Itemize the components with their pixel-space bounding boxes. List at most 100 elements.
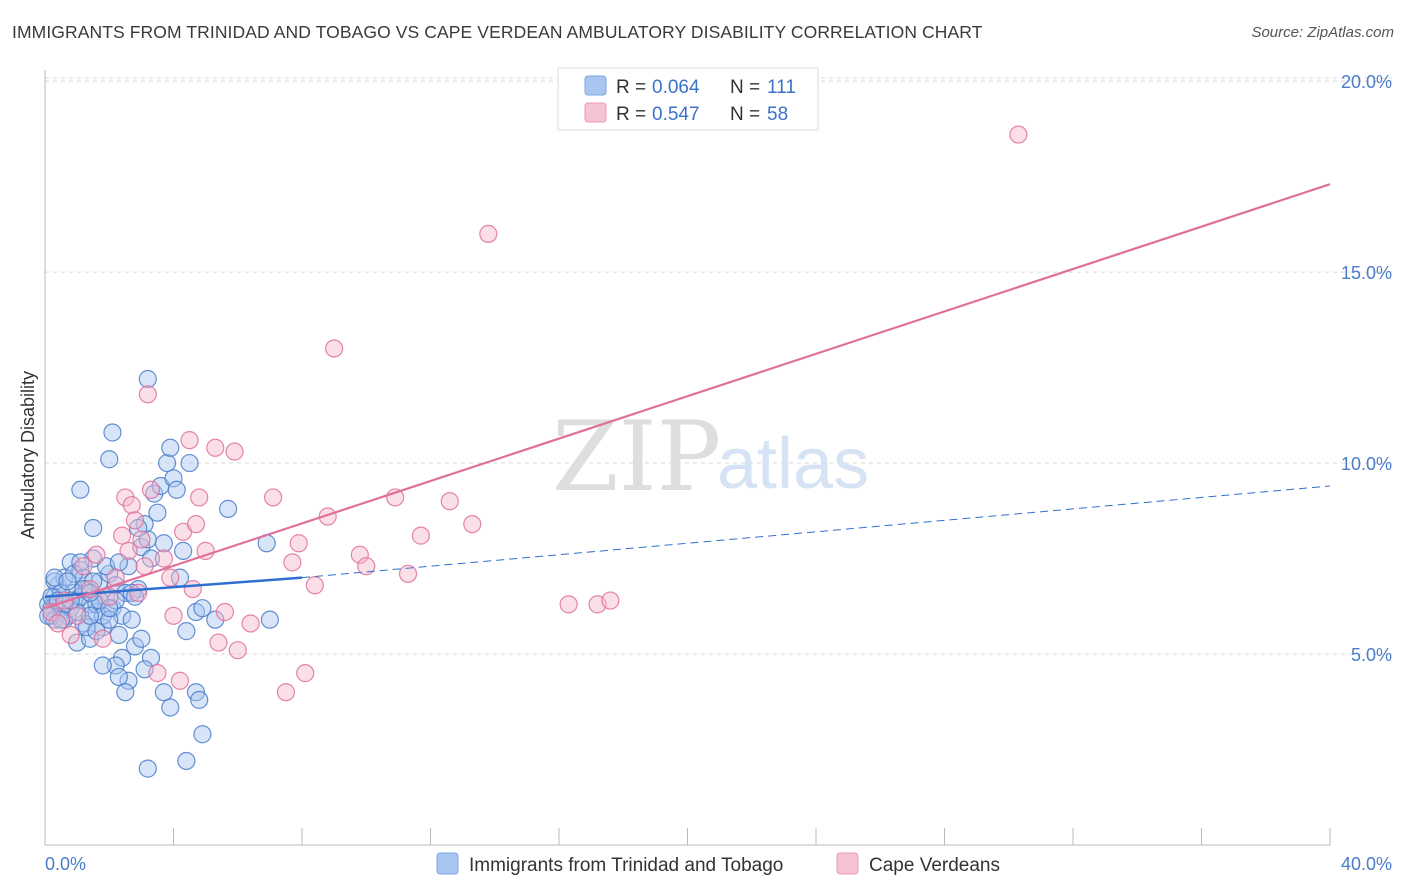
legend-r-value-1: 0.064: [652, 77, 700, 98]
point-trinidad: [100, 450, 119, 469]
point-capeverde: [206, 438, 225, 457]
y-tick-label: 15.0%: [1341, 263, 1392, 283]
point-capeverde: [196, 541, 215, 560]
point-capeverde: [141, 480, 161, 499]
chart-title: IMMIGRANTS FROM TRINIDAD AND TOBAGO VS C…: [12, 22, 983, 42]
point-capeverde: [190, 488, 209, 507]
point-capeverde: [93, 629, 112, 648]
legend-r-label-2: R =: [616, 104, 646, 125]
point-trinidad: [119, 671, 138, 690]
point-trinidad: [103, 423, 122, 442]
x-tick-max: 40.0%: [1341, 854, 1392, 874]
point-capeverde: [183, 579, 202, 599]
point-trinidad: [71, 480, 90, 499]
point-capeverde: [398, 564, 418, 583]
series-capeverde-points: [42, 125, 1028, 702]
point-capeverde: [215, 602, 234, 622]
point-capeverde: [122, 495, 141, 515]
point-capeverde: [318, 507, 337, 526]
x-tick-marks: [44, 828, 1331, 845]
watermark-atlas: atlas: [717, 424, 869, 504]
point-trinidad: [141, 549, 161, 568]
legend-n-value-2: 58: [767, 104, 788, 125]
point-capeverde: [129, 583, 148, 603]
point-trinidad: [122, 610, 141, 629]
trend-line-trinidad-extension: [301, 485, 1331, 579]
point-trinidad: [180, 453, 199, 473]
point-trinidad: [190, 690, 209, 709]
point-trinidad: [161, 698, 180, 717]
series-trinidad-points: [39, 369, 279, 778]
point-trinidad: [138, 759, 157, 778]
point-trinidad: [109, 625, 128, 645]
point-trinidad: [125, 637, 145, 656]
x-tick-min: 0.0%: [45, 854, 86, 874]
legend-r-label-1: R =: [616, 77, 646, 98]
point-trinidad: [45, 572, 64, 591]
point-trinidad: [260, 610, 279, 629]
point-capeverde: [161, 568, 180, 587]
point-trinidad: [157, 453, 177, 473]
point-capeverde: [132, 530, 151, 549]
point-trinidad: [154, 534, 173, 553]
point-capeverde: [68, 606, 87, 625]
point-trinidad: [93, 656, 112, 675]
y-tick-label: 5.0%: [1351, 645, 1392, 665]
point-capeverde: [112, 526, 132, 545]
point-capeverde: [61, 625, 80, 645]
point-capeverde: [186, 515, 206, 534]
point-capeverde: [164, 606, 183, 625]
legend-swatch-blue: [584, 75, 607, 96]
y-tick-labels: 5.0% 10.0% 15.0% 20.0%: [1341, 72, 1392, 665]
point-trinidad: [219, 499, 238, 518]
point-capeverde: [135, 557, 154, 576]
point-capeverde: [440, 492, 459, 511]
point-trinidad: [116, 683, 135, 702]
point-trinidad: [164, 469, 183, 488]
point-trinidad: [119, 557, 138, 576]
bottom-legend-swatch-blue: [436, 852, 459, 875]
point-trinidad: [84, 518, 103, 538]
point-capeverde: [601, 591, 620, 610]
watermark-zip: ZIP: [552, 401, 721, 513]
point-capeverde: [148, 664, 167, 683]
y-tick-label: 10.0%: [1341, 454, 1392, 474]
point-trinidad: [193, 599, 212, 618]
point-trinidad: [138, 369, 157, 389]
point-capeverde: [263, 488, 283, 507]
point-capeverde: [479, 224, 498, 243]
point-capeverde: [283, 553, 302, 572]
gridlines: [45, 77, 1392, 655]
point-capeverde: [74, 557, 93, 576]
y-axis-label: Ambulatory Disability: [18, 371, 38, 539]
point-trinidad: [174, 541, 193, 560]
trend-line-capeverde: [44, 183, 1331, 610]
y-tick-label: 20.0%: [1341, 72, 1392, 92]
legend-r-value-2: 0.547: [652, 104, 700, 125]
point-trinidad: [177, 751, 196, 771]
point-trinidad: [148, 503, 167, 522]
point-capeverde: [241, 614, 260, 633]
point-capeverde: [305, 576, 324, 595]
point-capeverde: [209, 633, 228, 652]
point-capeverde: [357, 557, 376, 576]
point-capeverde: [228, 641, 247, 660]
point-trinidad: [64, 564, 84, 583]
bottom-legend: Immigrants from Trinidad and Tobago Cape…: [436, 852, 1000, 876]
point-trinidad: [58, 572, 77, 591]
point-capeverde: [116, 488, 135, 507]
point-trinidad: [87, 622, 106, 641]
point-trinidad: [112, 648, 132, 667]
point-trinidad: [80, 629, 100, 648]
source-label: Source: ZipAtlas.com: [1251, 24, 1394, 41]
legend-n-label-2: N =: [730, 104, 760, 125]
point-trinidad: [177, 622, 196, 641]
legend-n-value-1: 111: [767, 77, 796, 98]
point-trinidad: [109, 667, 128, 687]
point-capeverde: [411, 526, 430, 545]
point-trinidad: [141, 648, 161, 667]
point-capeverde: [125, 511, 145, 530]
point-trinidad: [167, 480, 186, 499]
point-capeverde: [48, 614, 67, 633]
